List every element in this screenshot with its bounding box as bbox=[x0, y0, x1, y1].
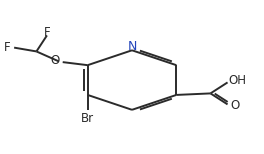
Text: Br: Br bbox=[81, 112, 94, 125]
Text: O: O bbox=[50, 54, 59, 67]
Text: F: F bbox=[44, 26, 51, 39]
Text: OH: OH bbox=[229, 74, 247, 87]
Text: N: N bbox=[127, 40, 137, 53]
Text: O: O bbox=[231, 99, 240, 112]
Text: F: F bbox=[4, 41, 11, 54]
